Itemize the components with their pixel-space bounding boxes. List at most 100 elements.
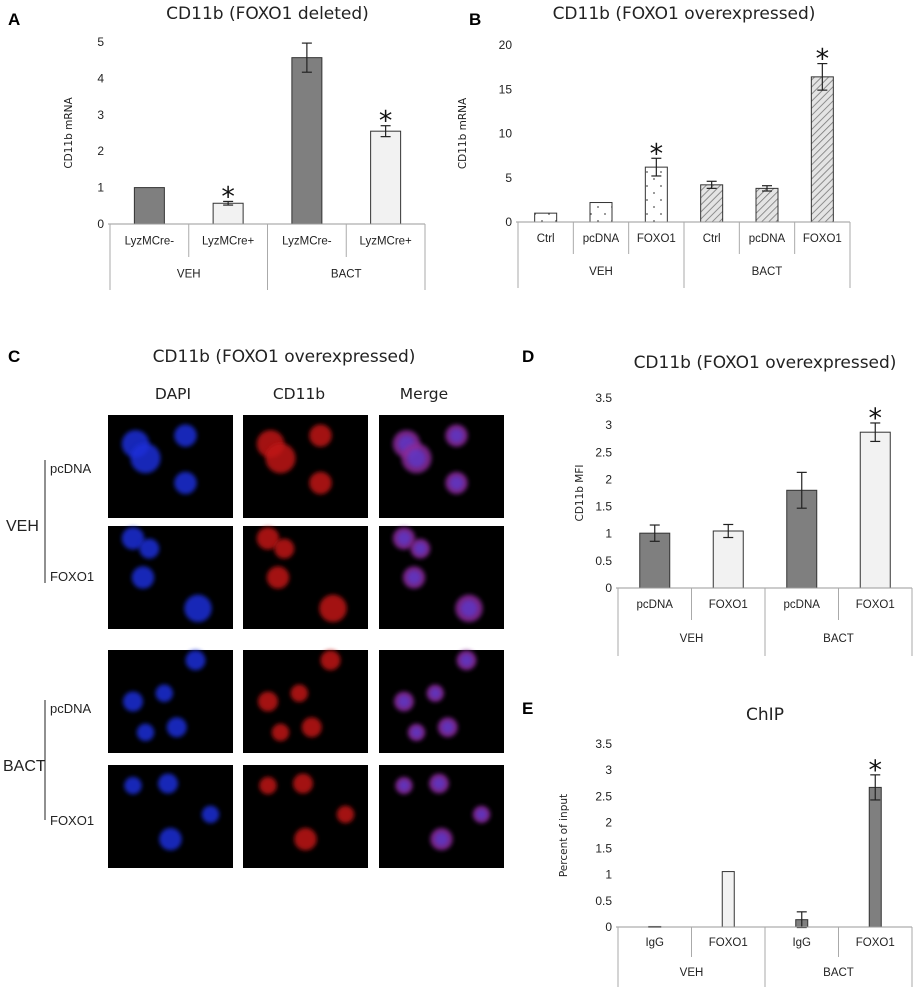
chart-e-y-tick: 0: [605, 920, 612, 934]
chart-e-bar: [721, 871, 735, 928]
cell-cd11b: [320, 650, 341, 671]
chart-a-error-bar: [301, 42, 312, 73]
cell-nucleus-overlay: [407, 570, 421, 585]
chart-a-y-tick: 0: [97, 217, 104, 231]
microscopy-tiles: [108, 415, 504, 868]
chart-e-y-tick: 2.5: [595, 789, 612, 803]
chart-b-error-bar: [762, 185, 772, 192]
cell-nucleus-overlay: [397, 531, 411, 546]
column-header-merge: Merge: [400, 385, 448, 403]
chart-d-y-tick: 3.5: [595, 391, 612, 405]
cell-nucleus-overlay: [414, 542, 427, 555]
chart-a-error-bar: [223, 200, 234, 206]
chart-e-error-bar: [796, 911, 807, 929]
cell-nucleus-overlay: [449, 476, 464, 490]
chart-a-group-label: VEH: [177, 269, 201, 281]
micrograph-cd11b: [243, 650, 368, 753]
chart-a-bar: [291, 57, 323, 225]
cell-cd11b: [266, 566, 290, 589]
chart-d-category-label: FOXO1: [709, 599, 748, 611]
chart-e-category-label: IgG: [792, 937, 811, 949]
chart-b-group-label: BACT: [752, 266, 783, 278]
chart-a-category-label: LyzMCre-: [282, 236, 332, 248]
row-label-veh-foxo1: FOXO1: [50, 569, 94, 584]
chart-a-category-label: LyzMCre+: [202, 236, 255, 248]
chart-e-category-label: FOXO1: [856, 937, 895, 949]
cell-dapi: [121, 527, 145, 550]
chart-d-significance-star: *: [869, 403, 883, 434]
panel-letter-e: E: [522, 699, 533, 718]
chart-d-category-label: pcDNA: [784, 599, 821, 611]
chart-b-error-bar: [706, 180, 717, 189]
chart-b-category-label: Ctrl: [537, 233, 555, 245]
cell-dapi: [139, 538, 160, 559]
cell-cd11b: [293, 773, 313, 794]
chart-d-error-bar: [649, 524, 660, 542]
cell-cd11b: [309, 424, 332, 447]
cell-nucleus-overlay: [430, 688, 441, 699]
micrograph-dapi: [108, 415, 233, 518]
cell-dapi: [124, 776, 142, 795]
micrograph-cd11b: [243, 765, 368, 868]
cell-dapi: [158, 773, 178, 794]
column-header-cd11b: CD11b: [273, 385, 325, 403]
chart-a-y-tick: 2: [97, 144, 104, 158]
cell-dapi: [185, 650, 206, 671]
chart-e-category-label: FOXO1: [709, 937, 748, 949]
cell-cd11b: [256, 527, 280, 550]
cell-dapi: [136, 723, 155, 742]
cell-cd11b: [271, 723, 290, 742]
chart-a-y-tick: 4: [97, 71, 104, 85]
chart-b-category-label: FOXO1: [803, 233, 842, 245]
panel-letter-d: D: [522, 347, 534, 366]
chart-b-error-bar: [817, 62, 828, 91]
chart-b-y-tick: 5: [505, 171, 512, 185]
chart-a-significance-star: *: [221, 181, 235, 212]
chart-d-group-label: VEH: [680, 633, 704, 645]
chart-e-y-tick: 0.5: [595, 894, 612, 908]
micrograph-dapi: [108, 650, 233, 753]
chart-b-y-tick: 15: [499, 82, 513, 96]
chart-e-y-tick: 2: [605, 815, 612, 829]
chart-d-bar: [859, 431, 891, 589]
chart-b-category-label: pcDNA: [583, 233, 620, 245]
chart-e-category-label: IgG: [645, 937, 664, 949]
chart-d-y-tick: 1: [605, 527, 612, 541]
chart-b-bar: [700, 184, 724, 223]
cell-dapi: [123, 691, 143, 712]
chart-e-y-axis-label: Percent of input: [558, 794, 570, 877]
micrograph-merge: [379, 765, 504, 868]
cell-nucleus-overlay: [398, 695, 410, 708]
cell-dapi: [174, 471, 197, 495]
cell-nucleus-overlay: [476, 809, 487, 820]
chart-e-error-bar: [870, 774, 881, 801]
chart-d-bar: [712, 530, 744, 589]
micrograph-merge: [379, 415, 504, 518]
panel-letter-a: A: [8, 10, 20, 29]
chart-a-bar: [133, 187, 165, 225]
chart-d-y-tick: 0.5: [595, 554, 612, 568]
chart-a-error-bar: [380, 125, 391, 138]
cell-cd11b: [259, 776, 277, 795]
chart-b-category-label: pcDNA: [749, 233, 786, 245]
chart-b-y-tick: 20: [499, 38, 513, 52]
chart-a-group-label: BACT: [331, 269, 362, 281]
chart-b-bar: [534, 212, 558, 223]
chart-a: CD11b (FOXO1 deleted) CD11b mRNA 0 1 2 3 4 5 * * L…: [63, 4, 426, 290]
cell-cd11b: [309, 471, 332, 495]
chart-d: CD11b (FOXO1 overexpressed) CD11b MFI 0 0.5…: [574, 353, 913, 656]
cell-nucleus-overlay: [460, 654, 473, 667]
chart-b-y-tick: 10: [499, 127, 513, 141]
chart-a-y-tick: 3: [97, 108, 104, 122]
micrograph-dapi: [108, 526, 233, 629]
cell-nucleus-overlay: [449, 428, 464, 443]
chart-e-significance-star: *: [869, 755, 883, 786]
chart-a-significance-star: *: [379, 106, 393, 137]
micrograph-cd11b: [243, 415, 368, 518]
chart-e-y-tick: 3: [605, 763, 612, 777]
microscopy-panel: CD11b (FOXO1 overexpressed) DAPI CD11b M…: [3, 347, 504, 868]
cell-dapi: [201, 805, 220, 824]
cell-dapi: [131, 566, 155, 589]
micrograph-merge: [379, 650, 504, 753]
